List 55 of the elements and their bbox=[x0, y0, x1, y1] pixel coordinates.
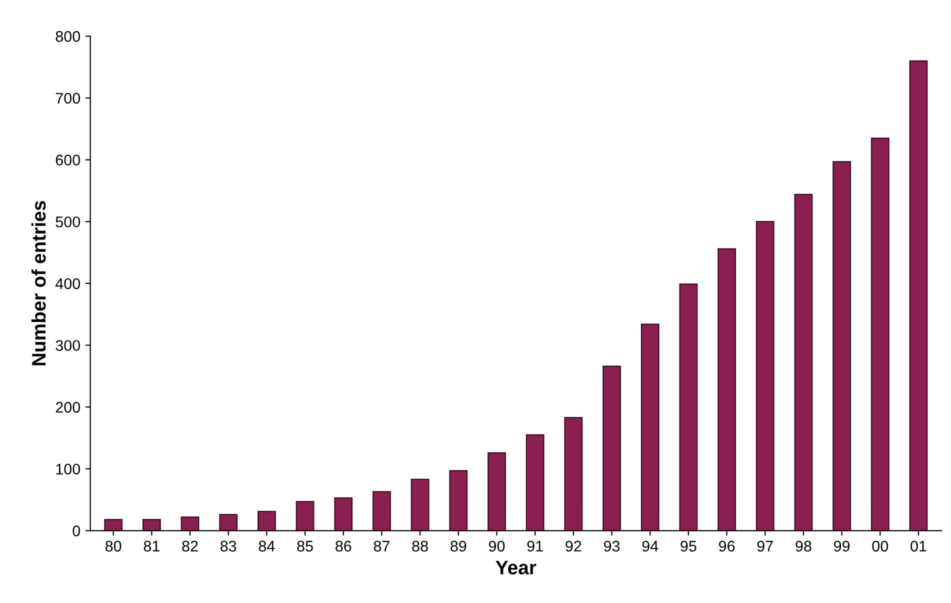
y-tick-label: 0 bbox=[72, 526, 80, 536]
bar bbox=[679, 283, 698, 531]
x-tick-label: 00 bbox=[872, 540, 888, 552]
x-tick-label: 93 bbox=[604, 540, 620, 552]
x-tick-label: 81 bbox=[144, 540, 160, 552]
x-axis-title: Year bbox=[496, 560, 536, 574]
bar bbox=[909, 60, 928, 531]
x-tick-label: 91 bbox=[527, 540, 543, 552]
bar bbox=[296, 501, 314, 531]
bar bbox=[832, 161, 851, 531]
bar bbox=[564, 416, 583, 531]
bar bbox=[526, 434, 544, 531]
bar bbox=[410, 478, 430, 531]
x-tick-label: 96 bbox=[719, 540, 735, 552]
y-tick-label: 300 bbox=[56, 340, 80, 351]
y-axis-title: Number of entries bbox=[31, 201, 46, 366]
y-tick-label: 200 bbox=[56, 402, 80, 413]
x-tick-label: 95 bbox=[680, 540, 696, 552]
bar bbox=[602, 366, 621, 531]
x-tick-label: 94 bbox=[642, 540, 658, 552]
bar bbox=[142, 518, 161, 531]
bar bbox=[794, 194, 813, 531]
bar bbox=[870, 138, 890, 531]
x-tick-label: 90 bbox=[488, 540, 505, 552]
x-tick-label: 99 bbox=[834, 540, 850, 552]
x-tick-label: 98 bbox=[796, 540, 812, 552]
x-tick-label: 83 bbox=[220, 540, 236, 552]
bar bbox=[104, 518, 123, 531]
x-tick-label: 85 bbox=[297, 540, 313, 552]
x-tick-label: 84 bbox=[258, 540, 275, 552]
x-tick-label: 97 bbox=[757, 540, 773, 552]
y-tick-label: 700 bbox=[56, 92, 80, 104]
bar bbox=[756, 221, 774, 531]
y-tick-label: 400 bbox=[55, 278, 80, 290]
bar bbox=[258, 510, 276, 531]
x-tick-label: 86 bbox=[336, 540, 352, 552]
x-tick-label: 82 bbox=[182, 540, 198, 552]
bar bbox=[372, 491, 391, 531]
x-tick-label: 92 bbox=[566, 540, 582, 552]
x-tick-label: 87 bbox=[374, 540, 390, 552]
bar bbox=[718, 248, 736, 531]
x-tick-label: 89 bbox=[450, 540, 466, 552]
y-tick-label: 600 bbox=[56, 154, 80, 166]
x-tick-label: 01 bbox=[910, 540, 926, 552]
y-tick-label: 800 bbox=[56, 31, 80, 42]
bar bbox=[219, 514, 238, 531]
x-tick-label: 80 bbox=[106, 540, 122, 552]
y-tick-label: 500 bbox=[56, 216, 80, 228]
x-tick-label: 88 bbox=[412, 540, 428, 552]
bar bbox=[180, 516, 200, 531]
bar bbox=[334, 497, 353, 531]
bar bbox=[449, 470, 468, 531]
y-tick-label: 100 bbox=[56, 464, 80, 475]
bar bbox=[640, 324, 660, 531]
bar bbox=[488, 452, 506, 531]
